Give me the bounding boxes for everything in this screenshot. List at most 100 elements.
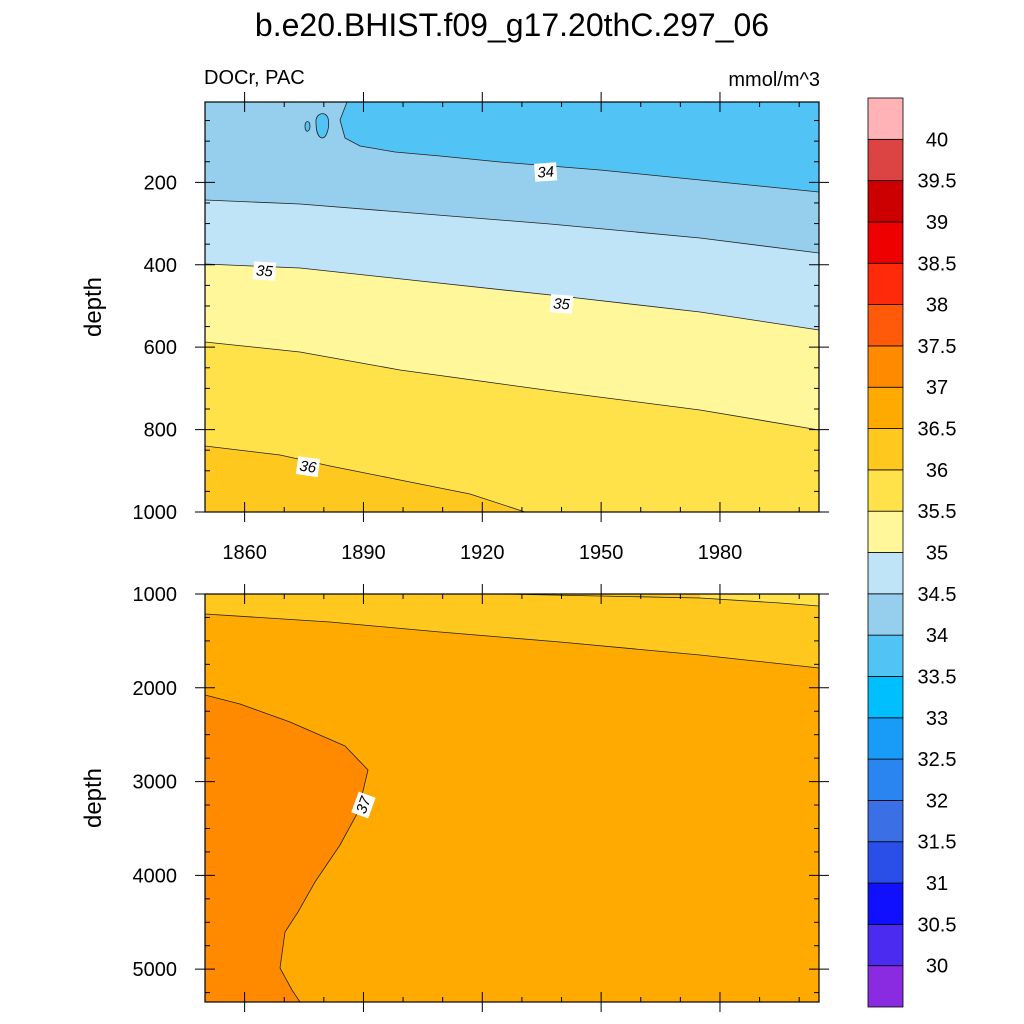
x-tick-label: 1920 — [460, 542, 505, 564]
colorbar-box — [867, 510, 904, 553]
lower-band-36 — [700, 594, 819, 606]
colorbar-label: 36.5 — [918, 419, 957, 441]
colorbar-label: 34.5 — [918, 584, 957, 606]
colorbar-label: 31.5 — [918, 832, 957, 854]
contour-label-text: 34 — [537, 163, 555, 181]
contour-label: 35 — [549, 294, 574, 314]
colorbar-label: 30 — [926, 956, 948, 978]
colorbar-box — [867, 469, 904, 512]
colorbar-label: 37.5 — [918, 336, 957, 358]
colorbar-label: 33.5 — [918, 666, 957, 688]
colorbar-label: 34 — [926, 625, 948, 647]
y-tick-label: 200 — [144, 172, 177, 194]
colorbar-label: 35.5 — [918, 501, 957, 523]
lower-panel: 1000 2000 3000 4000 5000 37 depth — [80, 584, 829, 1012]
contour-label-bg — [351, 791, 376, 819]
colorbar-label: 37 — [926, 377, 948, 399]
lower-contour-lines — [204, 593, 820, 1003]
upper-band-35-5 — [205, 264, 819, 430]
colorbar-label: 32.5 — [918, 749, 957, 771]
lower-contour-labels: 37 — [351, 791, 376, 819]
upper-band-34-5 — [205, 102, 819, 253]
lower-y-axis-label: depth — [80, 768, 107, 828]
upper-contour-lines — [204, 101, 820, 513]
contour-label-bg — [534, 162, 558, 182]
y-tick-label: 1000 — [133, 584, 178, 606]
upper-ticks: 1860 1890 1920 1950 1980 200 400 600 800 1000 — [133, 92, 829, 564]
contour-label-text: 37 — [353, 794, 375, 816]
x-tick-label: 1980 — [698, 542, 743, 564]
upper-frame — [204, 101, 820, 513]
colorbar-label: 40 — [926, 129, 948, 151]
contour-label-bg — [252, 261, 277, 281]
y-tick-label: 5000 — [133, 959, 178, 981]
colorbar-box — [867, 882, 904, 925]
x-tick-label: 1890 — [341, 542, 386, 564]
contour-label-text: 35 — [553, 295, 571, 313]
contour-label-bg — [549, 294, 574, 314]
upper-y-axis-label: depth — [80, 277, 107, 337]
colorbar-label: 30.5 — [918, 914, 957, 936]
lower-band-37-5 — [205, 695, 368, 1002]
y-tick-label: 4000 — [133, 865, 178, 887]
colorbar-box — [867, 221, 904, 264]
colorbar-box — [867, 304, 904, 347]
y-tick-label: 400 — [144, 255, 177, 277]
colorbar-box — [867, 841, 904, 884]
upper-band-35 — [205, 200, 819, 330]
lower-frame — [204, 593, 820, 1003]
colorbar-box — [867, 552, 904, 595]
contour-label: 34 — [534, 162, 558, 182]
colorbar-label: 36 — [926, 460, 948, 482]
colorbar-box — [867, 800, 904, 843]
colorbar-box — [867, 717, 904, 760]
contour-label-text: 35 — [255, 262, 273, 280]
upper-band-34 — [205, 102, 819, 192]
colorbar-label: 31 — [926, 873, 948, 895]
colorbar-box — [867, 965, 904, 1008]
y-tick-label: 800 — [144, 420, 177, 442]
y-tick-label: 3000 — [133, 772, 178, 794]
contour-label: 35 — [252, 261, 277, 281]
colorbar-box — [867, 593, 904, 636]
colorbar-box — [867, 386, 904, 429]
colorbar-label: 35 — [926, 543, 948, 565]
x-tick-label: 1950 — [579, 542, 624, 564]
figure-title: b.e20.BHIST.f09_g17.20thC.297_06 — [255, 7, 769, 43]
lower-band-36-5 — [205, 594, 819, 668]
colorbar-box — [867, 676, 904, 719]
units-label: mmol/m^3 — [728, 69, 820, 91]
contour-label: 36 — [295, 456, 321, 478]
upper-band-36 — [205, 342, 819, 512]
upper-contour-labels: 34 35 35 36 — [252, 162, 574, 478]
x-tick-label: 1860 — [222, 542, 267, 564]
colorbar-box — [867, 923, 904, 967]
y-tick-label: 1000 — [133, 502, 178, 524]
colorbar-label: 39 — [926, 212, 948, 234]
colorbar-box — [867, 428, 904, 471]
upper-band-36-5 — [205, 446, 525, 512]
contour-label-text: 36 — [298, 458, 318, 477]
colorbar-box — [867, 345, 904, 388]
colorbar-label: 38 — [926, 295, 948, 317]
y-tick-label: 2000 — [133, 678, 178, 700]
colorbar-box — [867, 97, 904, 140]
contour-label-bg — [295, 456, 321, 478]
variable-label: DOCr, PAC — [204, 67, 305, 89]
colorbar-box — [867, 262, 904, 305]
colorbar: 30 30.5 31 31.5 32 32.5 33 33.5 34 34.5 35 35.5 36 36… — [867, 97, 957, 1008]
upper-island-small — [305, 121, 310, 132]
contour-label: 37 — [351, 791, 376, 819]
colorbar-label: 38.5 — [918, 253, 957, 275]
y-tick-label: 600 — [144, 337, 177, 359]
colorbar-box — [867, 634, 904, 677]
colorbar-label: 39.5 — [918, 171, 957, 193]
colorbar-box — [867, 180, 904, 223]
colorbar-label: 33 — [926, 708, 948, 730]
colorbar-label: 32 — [926, 790, 948, 812]
colorbar-box — [867, 138, 904, 182]
upper-island — [315, 113, 329, 138]
colorbar-box — [867, 758, 904, 801]
